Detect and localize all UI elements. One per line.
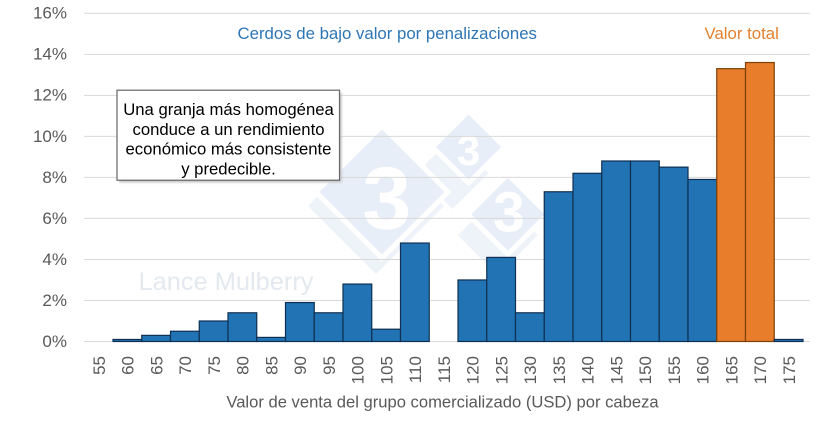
svg-text:120: 120 (464, 356, 483, 384)
svg-text:170: 170 (751, 356, 770, 384)
svg-text:145: 145 (607, 356, 626, 384)
svg-text:16%: 16% (33, 4, 67, 23)
svg-text:6%: 6% (42, 209, 67, 228)
svg-text:10%: 10% (33, 127, 67, 146)
svg-text:14%: 14% (33, 45, 67, 64)
svg-text:105: 105 (377, 356, 396, 384)
svg-text:3: 3 (457, 127, 480, 174)
svg-text:135: 135 (550, 356, 569, 384)
svg-text:165: 165 (722, 356, 741, 384)
svg-text:Valor total: Valor total (705, 24, 779, 43)
svg-text:55: 55 (90, 356, 109, 375)
svg-text:12%: 12% (33, 86, 67, 105)
svg-text:90: 90 (291, 356, 310, 375)
svg-text:económico más consistente: económico más consistente (126, 140, 332, 159)
svg-text:70: 70 (176, 356, 195, 375)
svg-text:65: 65 (147, 356, 166, 375)
svg-text:60: 60 (119, 356, 138, 375)
svg-text:y predecible.: y predecible. (181, 159, 276, 178)
svg-text:4%: 4% (42, 250, 67, 269)
svg-text:3: 3 (362, 148, 411, 247)
svg-text:95: 95 (320, 356, 339, 375)
svg-text:100: 100 (349, 356, 368, 384)
svg-text:8%: 8% (42, 168, 67, 187)
svg-text:Una granja más homogénea: Una granja más homogénea (123, 100, 334, 119)
svg-text:155: 155 (665, 356, 684, 384)
svg-text:110: 110 (406, 356, 425, 383)
svg-text:175: 175 (780, 356, 799, 384)
svg-text:160: 160 (694, 356, 713, 384)
svg-text:conduce a un rendimiento: conduce a un rendimiento (132, 120, 324, 139)
svg-text:80: 80 (234, 356, 253, 375)
svg-text:85: 85 (262, 356, 281, 375)
svg-text:125: 125 (492, 356, 511, 384)
svg-text:3: 3 (493, 181, 525, 245)
svg-text:115: 115 (435, 356, 454, 383)
svg-text:Cerdos de bajo valor por penal: Cerdos de bajo valor por penalizaciones (238, 24, 537, 43)
svg-text:130: 130 (521, 356, 540, 384)
svg-text:140: 140 (579, 356, 598, 384)
svg-text:0%: 0% (42, 332, 67, 351)
svg-text:Lance Mulberry: Lance Mulberry (139, 268, 314, 296)
svg-text:2%: 2% (42, 291, 67, 310)
svg-text:75: 75 (205, 356, 224, 375)
svg-text:Valor de venta del grupo comer: Valor de venta del grupo comercializado … (226, 393, 659, 412)
svg-text:150: 150 (636, 356, 655, 384)
